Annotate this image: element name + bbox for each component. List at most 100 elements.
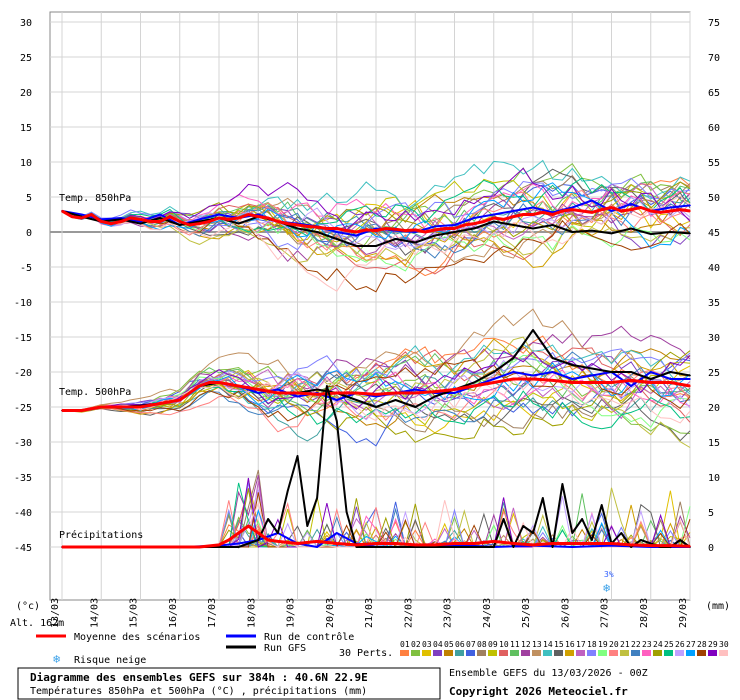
- member-line-t500: [61, 350, 691, 443]
- series-point: [473, 381, 475, 384]
- left-tick-label: 10: [20, 158, 32, 169]
- series-point: [218, 213, 220, 216]
- series-point: [237, 217, 240, 219]
- member-number: 02: [411, 640, 421, 649]
- right-tick-label: 30: [708, 333, 720, 344]
- precip-label: Précipitations: [59, 529, 143, 541]
- member-legend: 01 02 03 04 05 06 07 08 09 10 11 12 13 14 15 16 17 18 19 20…: [400, 640, 729, 656]
- series-point: [316, 231, 318, 233]
- series-point: [198, 546, 201, 548]
- series-point: [551, 379, 554, 382]
- series-point: [336, 238, 338, 240]
- series-point: [306, 225, 309, 228]
- series-point: [355, 546, 358, 548]
- series-point: [610, 232, 613, 235]
- series-point: [571, 546, 574, 548]
- series-point: [561, 483, 564, 485]
- series-point: [483, 220, 485, 223]
- series-point: [424, 231, 426, 233]
- series-point: [453, 224, 456, 226]
- member-number: 19: [598, 640, 608, 649]
- series-point: [286, 490, 289, 492]
- series-point: [443, 227, 446, 230]
- series-point: [267, 518, 269, 520]
- series-point: [630, 203, 632, 205]
- series-point: [296, 395, 299, 398]
- member-swatch: [576, 650, 585, 656]
- series-point: [228, 539, 230, 541]
- series-point: [129, 217, 132, 219]
- series-point: [375, 542, 377, 545]
- series-point: [512, 546, 515, 548]
- series-point: [502, 218, 505, 221]
- member-swatch: [433, 650, 442, 656]
- x-tick-label: 16/03: [168, 598, 179, 628]
- series-point: [591, 374, 593, 377]
- series-point: [375, 393, 377, 396]
- member-swatch: [587, 650, 596, 656]
- series-point: [336, 231, 338, 233]
- x-tick-label: 23/03: [443, 598, 454, 628]
- member-number: 20: [609, 640, 619, 649]
- x-tick-label: 25/03: [521, 598, 532, 628]
- left-tick-label: 15: [20, 123, 32, 134]
- series-point: [296, 227, 299, 230]
- series-point: [375, 395, 377, 398]
- series-point: [512, 371, 515, 373]
- footer-subtitle: Températures 850hPa et 500hPa (°C) , pré…: [30, 685, 367, 697]
- left-tick-label: -20: [14, 368, 32, 379]
- series-point: [630, 546, 632, 548]
- series-point: [375, 229, 377, 232]
- member-swatch: [521, 650, 530, 656]
- series-point: [61, 409, 63, 412]
- series-point: [669, 544, 672, 547]
- right-tick-label: 50: [708, 193, 720, 204]
- series-point: [159, 220, 161, 223]
- series-point: [179, 546, 181, 548]
- series-point: [453, 388, 456, 391]
- series-point: [610, 371, 613, 373]
- member-line-t500: [61, 361, 691, 426]
- series-point: [375, 546, 377, 548]
- series-point: [139, 218, 142, 221]
- series-point: [296, 455, 299, 457]
- series-point: [493, 381, 495, 384]
- series-point: [61, 210, 63, 212]
- series-point: [110, 222, 112, 225]
- series-point: [512, 215, 515, 218]
- series-point: [453, 227, 456, 230]
- series-point: [326, 227, 328, 230]
- series-point: [61, 546, 63, 548]
- series-point: [473, 542, 475, 545]
- member-number: 16: [565, 640, 575, 649]
- series-point: [237, 542, 240, 545]
- series-point: [218, 381, 220, 384]
- legend-label-control: Run de contrôle: [264, 631, 354, 643]
- series-point: [120, 546, 122, 548]
- member-swatch: [686, 650, 695, 656]
- series-point: [571, 542, 574, 545]
- series-point: [610, 206, 613, 209]
- series-point: [80, 217, 83, 219]
- footer-title: Diagramme des ensembles GEFS sur 384h : …: [30, 671, 368, 684]
- member-swatch: [708, 650, 717, 656]
- series-point: [336, 532, 338, 534]
- series-point: [571, 206, 574, 209]
- series-point: [80, 546, 83, 548]
- series-point: [296, 542, 299, 545]
- right-tick-label: 45: [708, 228, 720, 239]
- member-number: 15: [554, 640, 564, 649]
- series-point: [659, 211, 662, 214]
- series-point: [355, 231, 358, 233]
- series-point: [198, 385, 201, 387]
- series-point: [159, 217, 161, 219]
- series-point: [679, 208, 681, 211]
- series-point: [669, 378, 672, 380]
- series-point: [277, 220, 279, 223]
- x-tick-label: 27/03: [600, 598, 611, 628]
- series-point: [336, 227, 338, 230]
- series-point: [336, 392, 338, 394]
- series-point: [71, 215, 73, 218]
- series-point: [355, 544, 358, 546]
- series-point: [650, 544, 652, 547]
